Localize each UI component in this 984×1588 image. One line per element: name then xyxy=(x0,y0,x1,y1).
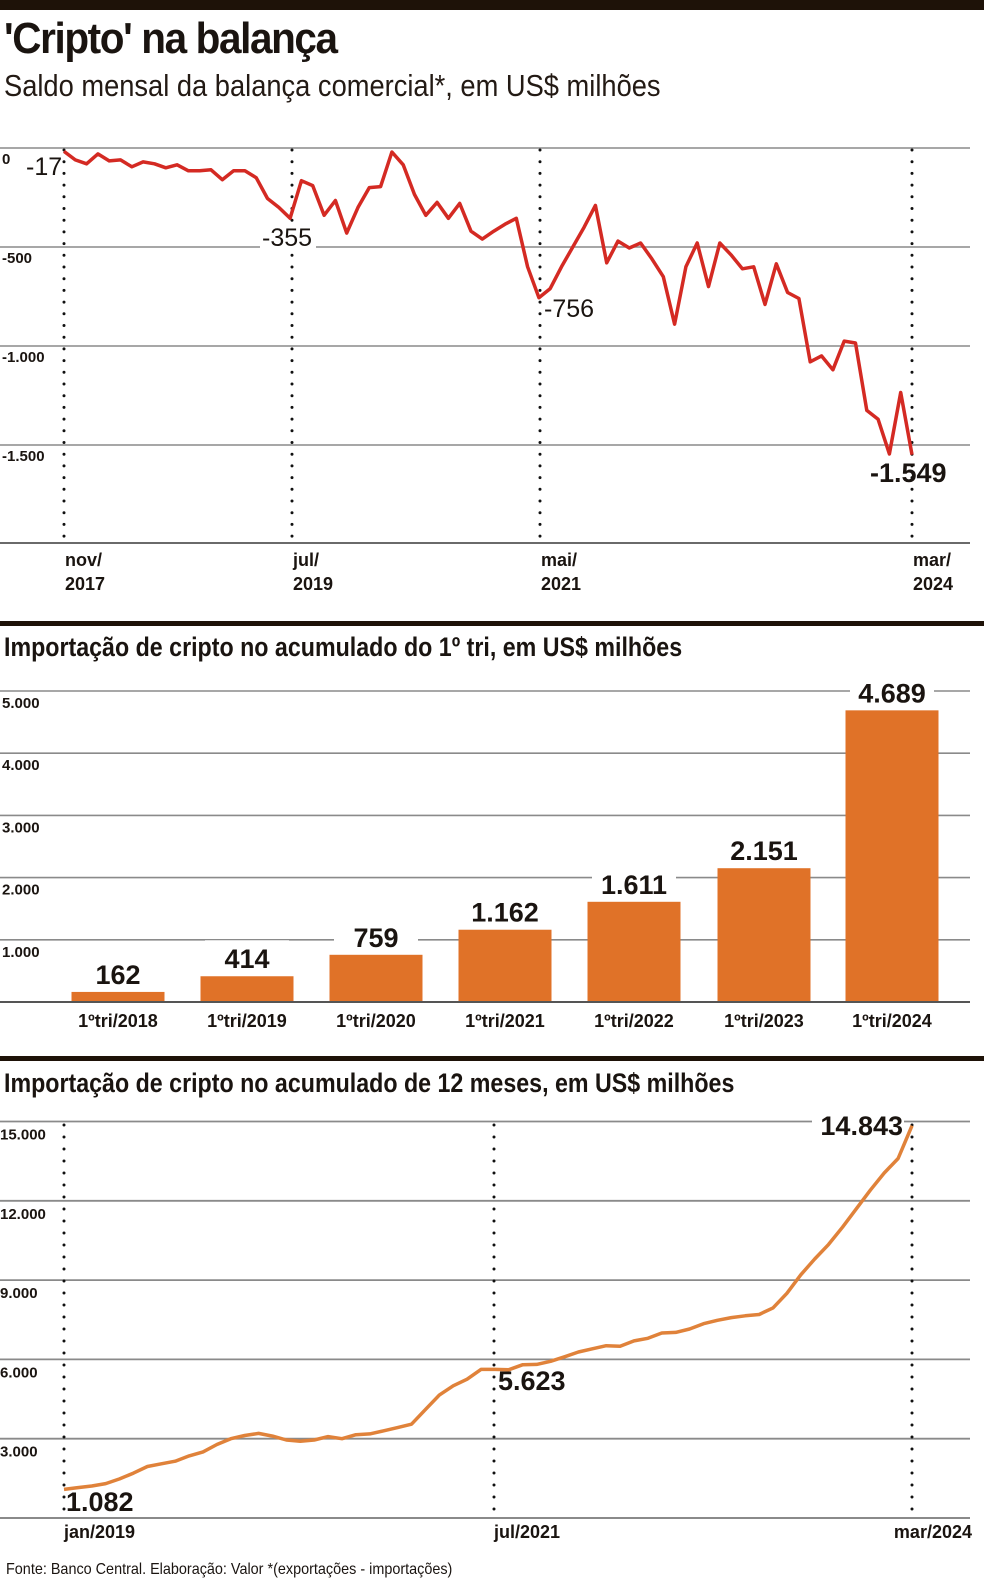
y-tick-label: -1.500 xyxy=(2,448,45,465)
bar-value-label: 414 xyxy=(224,944,269,974)
section-rule-2 xyxy=(0,1056,984,1061)
bar xyxy=(458,929,552,1002)
bar xyxy=(200,976,294,1002)
bar xyxy=(845,710,939,1002)
y-tick-label: 5.000 xyxy=(2,695,40,712)
y-tick-label: 3.000 xyxy=(2,819,40,836)
bar xyxy=(71,991,165,1002)
y-tick-label: 6.000 xyxy=(0,1364,38,1381)
bar-category-label: 1ºtri/2022 xyxy=(594,1011,674,1031)
y-tick-label: 12.000 xyxy=(0,1206,46,1223)
y-tick-label: 4.000 xyxy=(2,757,40,774)
x-tick-label: jul/ xyxy=(292,550,319,570)
x-tick-label: nov/ xyxy=(65,550,102,570)
y-tick-label: 1.000 xyxy=(2,944,40,961)
x-tick-label: 2024 xyxy=(913,574,953,594)
y-tick-label: -500 xyxy=(2,250,32,267)
annotation-end: 14.843 xyxy=(820,1111,903,1141)
annotation-start: 1.082 xyxy=(66,1487,134,1517)
annotation-jul2021: 5.623 xyxy=(498,1366,566,1396)
chart1-subtitle: Saldo mensal da balança comercial*, em U… xyxy=(4,68,661,103)
x-tick-label: mai/ xyxy=(541,550,577,570)
bar xyxy=(587,901,681,1002)
x-tick-label: 2021 xyxy=(541,574,581,594)
y-tick-label: 0 xyxy=(2,151,10,168)
y-tick-label: 3.000 xyxy=(0,1444,38,1461)
bar-value-label: 759 xyxy=(353,923,398,953)
x-tick-label: jan/2019 xyxy=(63,1522,135,1542)
y-tick-label: 2.000 xyxy=(2,882,40,899)
x-tick-label: jul/2021 xyxy=(493,1522,560,1542)
bar-category-label: 1ºtri/2018 xyxy=(78,1011,158,1031)
y-tick-label: 9.000 xyxy=(0,1285,38,1302)
x-tick-label: 2019 xyxy=(293,574,333,594)
top-rule xyxy=(0,0,984,10)
annotation-end: -1.549 xyxy=(870,458,947,488)
bar-value-label: 1.611 xyxy=(601,870,667,900)
chart3-title: Importação de cripto no acumulado de 12 … xyxy=(4,1068,735,1098)
bar xyxy=(717,868,811,1002)
x-tick-label: mar/2024 xyxy=(894,1522,972,1542)
chart-q1-imports: 5.000 4.000 3.000 2.000 1.000 162 1ºtri/2018 41… xyxy=(0,674,970,1031)
trade-balance-line xyxy=(62,150,914,456)
bar-value-label: 162 xyxy=(95,960,140,990)
bar-category-label: 1ºtri/2024 xyxy=(852,1011,932,1031)
bar xyxy=(329,954,423,1002)
annotation-jul2019: -355 xyxy=(262,224,312,252)
y-tick-label: -1.000 xyxy=(2,349,45,366)
bar-category-label: 1ºtri/2020 xyxy=(336,1011,416,1031)
bar-value-label: 4.689 xyxy=(858,678,926,708)
annotation-mai2021: -756 xyxy=(544,295,594,323)
chart2-title: Importação de cripto no acumulado do 1º … xyxy=(4,632,683,662)
x-tick-label: mar/ xyxy=(913,550,951,570)
chart-12m-imports: 15.000 12.000 9.000 6.000 3.000 jan/2019 jul/2… xyxy=(0,1110,972,1542)
12m-imports-line xyxy=(63,1125,914,1492)
bar-category-label: 1ºtri/2021 xyxy=(465,1011,545,1031)
bar-value-label: 1.162 xyxy=(471,898,539,928)
bar-value-label: 2.151 xyxy=(730,836,798,866)
y-tick-label: 15.000 xyxy=(0,1127,46,1144)
section-rule-1 xyxy=(0,621,984,626)
page-title: 'Cripto' na balança xyxy=(4,14,338,63)
source-footer: Fonte: Banco Central. Elaboração: Valor … xyxy=(6,1561,453,1578)
bar-category-label: 1ºtri/2023 xyxy=(724,1011,804,1031)
bar-category-label: 1ºtri/2019 xyxy=(207,1011,287,1031)
chart-trade-balance: 0 -500 -1.000 -1.500 nov/2017 jul/2019 mai/202… xyxy=(0,147,970,594)
annotation-start: -17 xyxy=(26,153,62,181)
x-tick-label: 2017 xyxy=(65,574,105,594)
